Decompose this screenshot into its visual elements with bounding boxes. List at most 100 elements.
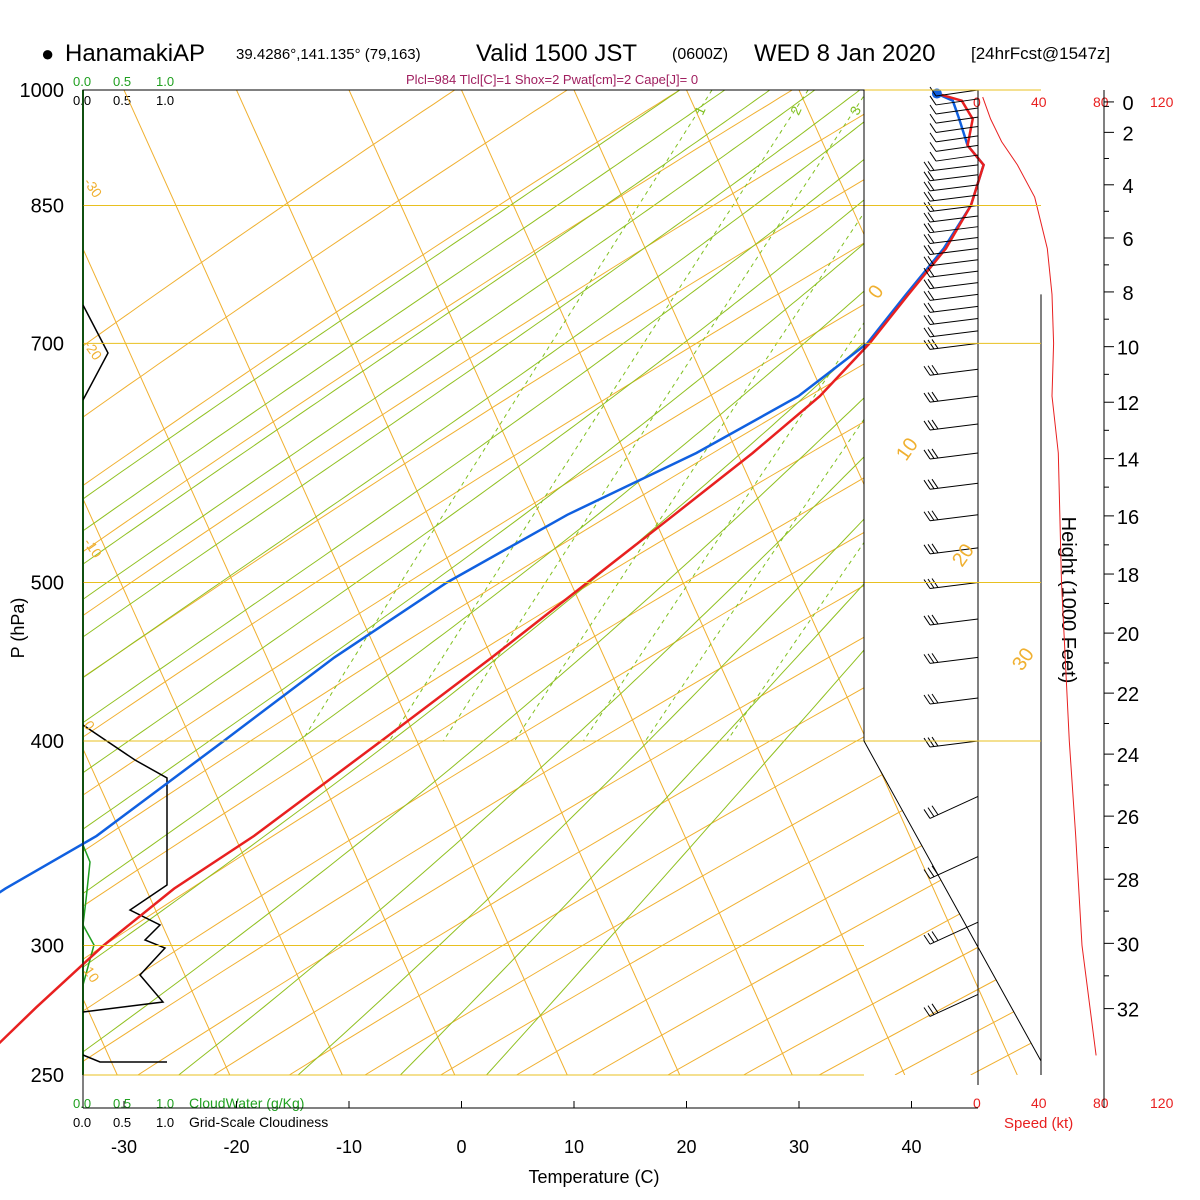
wind-barb xyxy=(929,795,979,819)
wind-barb-feather xyxy=(927,181,935,191)
isotherm-line xyxy=(0,90,5,1075)
wind-barb-feather xyxy=(927,278,935,289)
mixing-ratio-line xyxy=(301,90,713,742)
cloud-water-trace xyxy=(82,844,95,986)
wind-barb-feather xyxy=(931,614,939,625)
pressure-tick-label: 850 xyxy=(31,195,64,217)
wind-barb-feather xyxy=(923,449,931,460)
wind-barb xyxy=(929,184,979,192)
height-tick-label: 16 xyxy=(1117,507,1139,529)
station-coords: 39.4286°,141.135° (79,163) xyxy=(236,46,421,63)
dry-adiabat xyxy=(213,90,1041,1075)
speed-tick: 120 xyxy=(1150,94,1174,110)
wind-barb-feather xyxy=(923,809,931,819)
wind-barb-feather xyxy=(923,315,931,325)
wind-barb-feather xyxy=(931,419,939,430)
wind-barb-feather xyxy=(927,807,935,817)
dry-adiabat xyxy=(83,90,1041,1075)
surface-parcel-marker xyxy=(931,88,942,99)
height-tick-label: 18 xyxy=(1117,565,1139,587)
height-tick-label: 10 xyxy=(1117,338,1139,360)
wind-barb-feather xyxy=(927,544,935,554)
height-tick-label: 28 xyxy=(1117,870,1139,892)
speed-axis-label: Speed (kt) xyxy=(1004,1115,1073,1132)
isotherm-label: 0 xyxy=(864,281,888,303)
mixing-ratio-line xyxy=(644,90,1041,742)
wind-barb-feather xyxy=(927,302,935,313)
mixing-ratio-label: 8 xyxy=(1001,103,1019,117)
wind-barb-feather xyxy=(923,267,931,278)
wind-barb xyxy=(929,305,979,313)
wind-barb-feather xyxy=(923,279,931,289)
x-axis-title: Temperature (C) xyxy=(528,1167,659,1187)
dry-adiabat xyxy=(83,90,906,1075)
wind-barb-feather xyxy=(927,933,935,943)
cloud-water-tick: 1.0 xyxy=(156,74,174,89)
mixing-ratio-label: 1 xyxy=(691,103,709,117)
cloud-axis-bottom: 0.0 0.5 1.0 CloudWater (g/Kg) 0.0 0.5 1.… xyxy=(73,1095,328,1130)
wind-barb-feather xyxy=(927,392,935,402)
wind-barb-feather xyxy=(927,267,935,277)
dry-adiabat xyxy=(83,90,1041,1075)
wind-barb-feather xyxy=(927,244,935,255)
y-axis-title: P (hPa) xyxy=(8,598,28,659)
wind-barb-feather xyxy=(927,290,935,301)
wind-barb-feather xyxy=(927,161,935,171)
station-name: HanamakiAP xyxy=(65,40,205,67)
cloudiness-label: Grid-Scale Cloudiness xyxy=(189,1114,328,1130)
cloud-water-tick: 0.5 xyxy=(113,1096,131,1111)
height-tick-label: 2 xyxy=(1122,123,1133,145)
wind-barb-feather xyxy=(923,579,931,589)
wind-barb-feather xyxy=(927,449,935,459)
speed-tick: 40 xyxy=(1031,94,1047,110)
wind-barb-feather xyxy=(923,291,931,301)
wind-barb xyxy=(935,154,979,162)
wind-speed-line xyxy=(982,96,1097,1056)
speed-axis-top: 0 40 80 120 xyxy=(973,94,1174,110)
wind-barb-feather xyxy=(923,223,931,233)
wind-barb-feather xyxy=(931,653,939,663)
valid-date: WED 8 Jan 2020 xyxy=(754,40,935,67)
isotherm-label: -30 xyxy=(81,175,106,201)
wind-barb-feather xyxy=(927,420,935,430)
wind-barb-feather xyxy=(927,653,935,664)
height-tick-label: 20 xyxy=(1117,624,1139,646)
cloud-water-tick: 0.0 xyxy=(73,1096,91,1111)
wind-barb xyxy=(929,204,979,212)
wind-barb-feather xyxy=(927,233,935,244)
wind-barb-feather xyxy=(923,654,931,664)
wind-barb-feather xyxy=(929,142,937,152)
wind-barb xyxy=(935,89,979,97)
wind-barb-feather xyxy=(927,578,935,589)
wind-barb-feather xyxy=(923,365,931,376)
wind-barb-feather xyxy=(923,234,931,244)
temperature-line xyxy=(0,92,985,1045)
wind-barb-feather xyxy=(927,255,935,266)
wind-barb-feather xyxy=(923,544,931,555)
speed-tick: 0 xyxy=(973,1095,981,1111)
dry-adiabat xyxy=(83,90,681,1075)
cloudiness-trace-upper xyxy=(82,304,109,401)
height-tick-label: 4 xyxy=(1122,176,1133,198)
isotherm-line xyxy=(83,90,231,1075)
height-tick-label: 26 xyxy=(1117,807,1139,829)
pressure-tick-label: 400 xyxy=(31,731,64,753)
wind-barb-feather xyxy=(923,737,931,748)
height-tick-label: 6 xyxy=(1122,229,1133,251)
wind-barb-feather xyxy=(923,191,931,202)
wind-barb-feather xyxy=(923,181,931,192)
wind-barb xyxy=(929,270,979,278)
cloud-water-tick: 0.5 xyxy=(113,74,131,89)
wind-barb-feather xyxy=(927,222,935,233)
wind-barb-feather xyxy=(931,391,939,402)
height-axis-title: Height (1000 Feet) xyxy=(1057,517,1079,684)
cloudiness-trace-lower xyxy=(82,724,168,1013)
wind-barb-feather xyxy=(927,479,935,489)
height-tick-label: 30 xyxy=(1117,934,1139,956)
wind-barb-feather xyxy=(923,420,931,431)
valid-zulu: (0600Z) xyxy=(672,46,728,63)
moist-adiabat xyxy=(83,90,681,1075)
wind-barb xyxy=(935,116,979,124)
moist-adiabat xyxy=(83,90,861,1075)
cloudiness-tick: 1.0 xyxy=(156,93,174,108)
